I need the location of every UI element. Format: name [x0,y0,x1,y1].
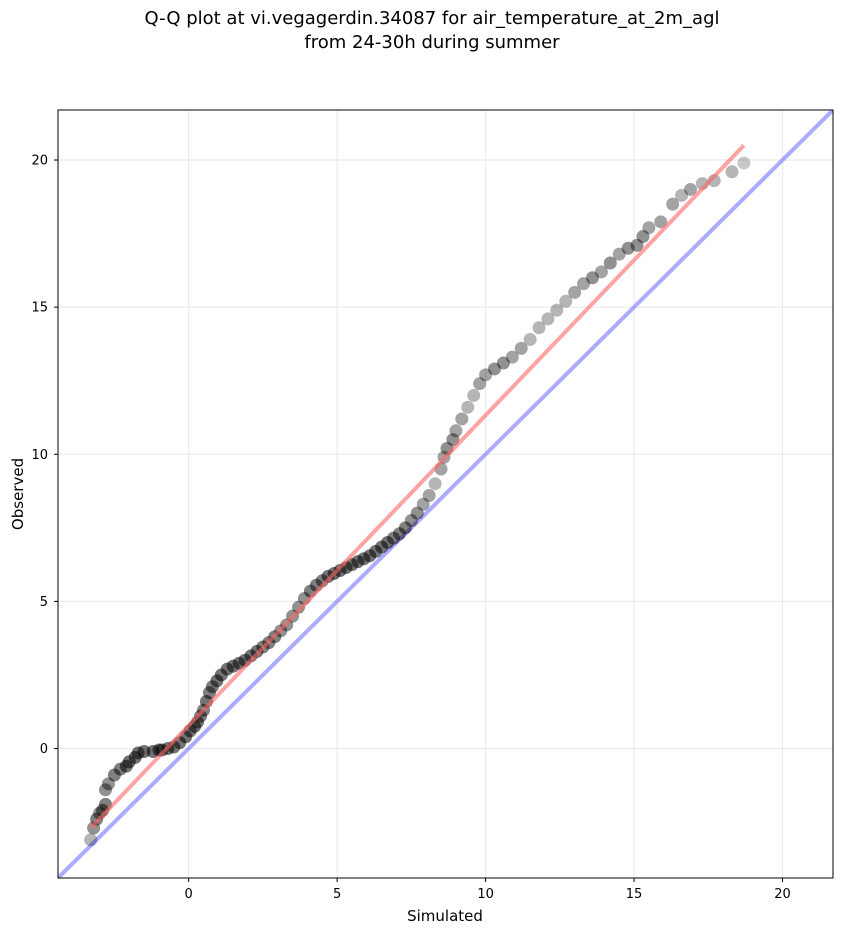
y-tick-label: 0 [40,742,48,757]
quantile-point [479,368,493,382]
y-tick-label: 20 [31,154,48,169]
quantile-point [496,356,510,370]
quantile-point [594,265,608,279]
quantile-point [642,221,656,235]
quantile-point [422,488,436,502]
quantile-point [725,165,739,179]
x-axis-label: Simulated [407,907,483,925]
quantile-point [621,241,635,255]
axis-ticks: 0 5 10 15 20 0 5 10 15 20 [31,154,790,902]
quantile-point [666,197,680,211]
quantile-point [410,506,424,520]
chart-subtitle: from 24-30h during summer [304,32,560,53]
y-tick-label: 10 [31,448,48,463]
quantile-point [654,215,668,229]
quantile-point [636,230,650,244]
quantile-point [550,303,564,317]
y-tick-label: 5 [40,595,48,610]
quantile-point [446,433,460,447]
quantile-point [404,513,418,527]
quantile-point [428,477,442,491]
quantile-point [612,247,626,261]
quantile-point [585,271,599,285]
quantile-point [398,521,412,535]
quantile-point [467,388,481,402]
quantile-point [603,256,617,270]
fit-line [89,143,746,830]
quantile-points [84,143,751,847]
quantile-point [630,238,644,252]
reference-lines [58,110,833,878]
chart-title: Q-Q plot at vi.vegagerdin.34087 for air_… [145,8,720,29]
quantile-point [487,362,501,376]
quantile-point [577,277,591,291]
quantile-point [532,321,546,335]
quantile-point [675,188,689,202]
quantile-point [541,312,555,326]
quantile-point [99,783,113,797]
quantile-point [473,377,487,391]
quantile-point [505,350,519,364]
quantile-point [514,341,528,355]
quantile-point [416,497,430,511]
quantile-point [455,412,469,426]
quantile-point [737,156,751,170]
quantile-point [523,333,537,347]
y-tick-label: 15 [31,301,48,316]
quantile-point [84,833,98,847]
quantile-point [461,400,475,414]
y-axis-label: Observed [9,458,27,530]
identity-line [58,110,833,878]
x-tick-label: 10 [477,887,494,902]
x-tick-label: 20 [774,887,791,902]
x-tick-label: 5 [333,887,341,902]
plot-frame [57,109,834,879]
quantile-point [559,294,573,308]
quantile-point [449,424,463,438]
quantile-point [683,182,697,196]
quantile-point [137,744,151,758]
quantile-point [568,285,582,299]
quantile-point [292,600,306,614]
x-tick-label: 15 [626,887,643,902]
x-tick-label: 0 [185,887,193,902]
